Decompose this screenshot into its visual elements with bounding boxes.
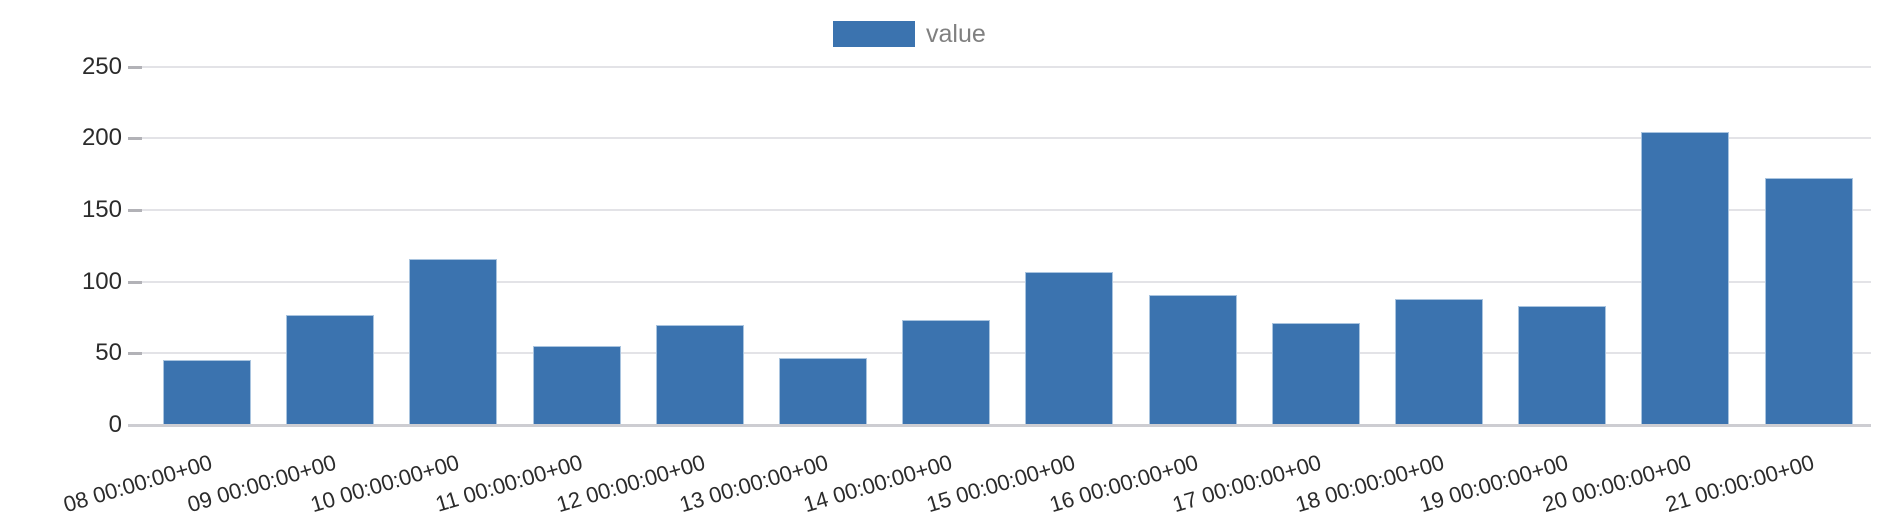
gridline (128, 66, 1871, 68)
bar[interactable] (1149, 295, 1237, 425)
y-tick-label: 150 (81, 196, 122, 223)
y-tick-label: 200 (81, 124, 122, 151)
y-tick-label: 100 (81, 268, 122, 295)
gridline (128, 281, 1871, 283)
bar[interactable] (902, 320, 990, 425)
y-axis-tick (128, 281, 142, 284)
legend-label: value (926, 20, 986, 48)
y-tick-label: 250 (81, 53, 122, 80)
bar[interactable] (163, 360, 251, 425)
legend[interactable]: value (833, 20, 986, 48)
gridline (128, 137, 1871, 139)
y-tick-label: 0 (108, 411, 122, 438)
gridline (128, 352, 1871, 354)
y-axis-tick (128, 209, 142, 212)
y-axis-tick (128, 66, 142, 69)
y-axis-tick (128, 352, 142, 355)
bar[interactable] (286, 315, 374, 425)
bar[interactable] (656, 325, 744, 425)
bar[interactable] (409, 259, 497, 425)
y-tick-label: 50 (95, 339, 122, 366)
bar[interactable] (1025, 272, 1113, 425)
bar[interactable] (1518, 306, 1606, 425)
bar[interactable] (779, 358, 867, 425)
gridline (128, 209, 1871, 211)
bar[interactable] (1765, 178, 1853, 425)
bar[interactable] (533, 346, 621, 425)
legend-swatch (833, 21, 915, 47)
y-axis-tick (128, 137, 142, 140)
bar[interactable] (1272, 323, 1360, 425)
bar[interactable] (1641, 132, 1729, 425)
x-axis-baseline (128, 424, 1871, 427)
bar[interactable] (1395, 299, 1483, 425)
